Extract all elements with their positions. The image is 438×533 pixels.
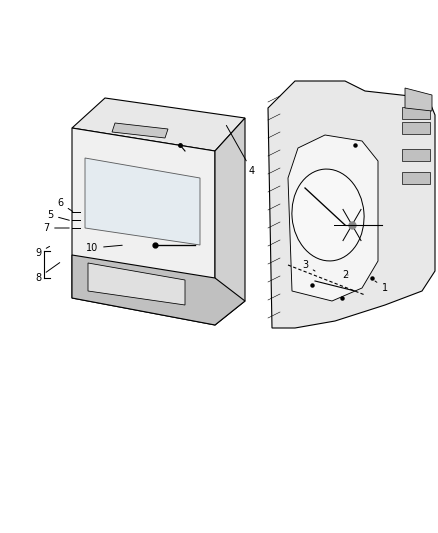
Polygon shape	[112, 123, 168, 138]
Text: 10: 10	[86, 243, 122, 253]
Polygon shape	[405, 88, 432, 111]
Text: 1: 1	[375, 281, 388, 293]
Polygon shape	[288, 135, 378, 301]
Text: 2: 2	[342, 270, 348, 280]
Polygon shape	[72, 255, 245, 325]
Text: 9: 9	[35, 246, 49, 258]
Text: 4: 4	[226, 125, 255, 176]
Polygon shape	[215, 118, 245, 325]
Polygon shape	[85, 158, 200, 245]
Bar	[402, 107, 430, 119]
Text: 3: 3	[302, 260, 315, 271]
Text: 5: 5	[47, 210, 69, 220]
Bar	[402, 122, 430, 134]
Ellipse shape	[292, 169, 364, 261]
Polygon shape	[268, 81, 435, 328]
Bar	[402, 172, 430, 184]
Polygon shape	[72, 128, 215, 325]
Polygon shape	[72, 98, 245, 151]
Bar	[402, 149, 430, 161]
Text: 8: 8	[35, 263, 60, 283]
Text: 6: 6	[57, 198, 73, 212]
Text: 7: 7	[43, 223, 69, 233]
Polygon shape	[88, 263, 185, 305]
